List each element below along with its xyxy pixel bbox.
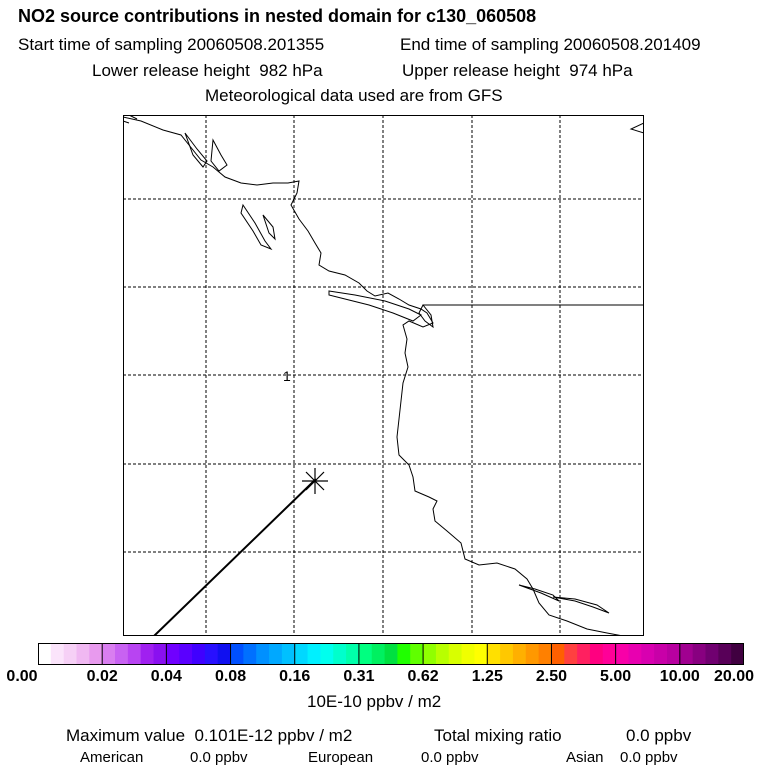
color-scale-tick-label: 0.08 <box>214 668 247 685</box>
color-scale-tick-label: 0.62 <box>407 668 439 685</box>
color-scale-swatch <box>115 643 129 665</box>
color-scale-swatch <box>384 643 399 665</box>
upper-release-height: Upper release height 974 hPa <box>402 61 633 80</box>
color-scale-swatch <box>76 643 90 665</box>
color-scale-swatch <box>500 643 514 665</box>
color-scale-swatch <box>615 643 630 665</box>
color-scale-swatch <box>140 643 155 665</box>
european-label: European <box>308 749 374 766</box>
color-scale-swatch <box>577 643 591 665</box>
color-scale-swatch <box>423 643 437 665</box>
color-scale-tick-label: 10.00 <box>659 668 700 685</box>
color-scale-swatch <box>641 643 655 665</box>
color-scale-swatch <box>410 643 424 665</box>
color-scale-swatch <box>256 643 270 665</box>
color-scale-swatch <box>551 643 565 665</box>
gridlines <box>123 115 644 636</box>
flight-track-line <box>153 478 317 636</box>
color-scale-swatch <box>102 643 116 665</box>
color-scale-bar <box>38 643 744 665</box>
color-scale-swatch <box>487 643 501 665</box>
color-scale-swatch <box>333 643 347 665</box>
color-scale-swatch <box>320 643 334 665</box>
lower-release-height: Lower release height 982 hPa <box>92 61 323 80</box>
color-scale-swatch <box>731 643 744 665</box>
total-mixing-ratio-value: 0.0 ppbv <box>626 726 692 745</box>
color-scale-swatch <box>512 643 527 665</box>
sampling-start-time: Start time of sampling 20060508.201355 <box>18 35 325 54</box>
color-scale-swatch <box>166 643 180 665</box>
american-label: American <box>80 749 144 766</box>
color-scale-swatch <box>38 643 52 665</box>
color-scale-swatch <box>192 643 206 665</box>
color-scale-swatch <box>718 643 732 665</box>
coastline <box>123 115 644 636</box>
color-scale-swatch <box>397 643 411 665</box>
color-scale-swatch <box>217 643 232 665</box>
european-value: 0.0 ppbv <box>421 749 479 766</box>
color-scale-swatch <box>602 643 617 665</box>
color-scale-units: 10E-10 ppbv / m2 <box>307 692 442 711</box>
color-scale-swatch <box>179 643 193 665</box>
color-scale-tick-label: 5.00 <box>600 668 632 685</box>
color-scale-swatch <box>63 643 78 665</box>
maximum-value: Maximum value 0.101E-12 ppbv / m2 <box>66 726 353 745</box>
color-scale-swatch <box>204 643 219 665</box>
color-scale-tick-label: 0.16 <box>279 668 311 685</box>
color-scale-swatch <box>538 643 553 665</box>
color-scale-tick-label: 0.00 <box>6 668 38 685</box>
color-scale-tick-label: 0.04 <box>150 668 182 685</box>
color-scale-swatch <box>346 643 360 665</box>
color-scale-swatch <box>448 643 463 665</box>
asian-value: 0.0 ppbv <box>620 749 678 766</box>
map-panel: 1 <box>123 115 644 636</box>
color-scale-swatch <box>294 643 309 665</box>
color-scale-tick-label: 20.00 <box>713 668 755 685</box>
color-scale-tick-label: 0.02 <box>86 668 118 685</box>
color-scale-swatch <box>654 643 668 665</box>
american-value: 0.0 ppbv <box>190 749 248 766</box>
color-scale-swatch <box>628 643 642 665</box>
color-scale-tick-label: 2.50 <box>535 668 568 685</box>
color-scale-swatch <box>666 643 681 665</box>
color-scale-tick-label: 0.31 <box>343 668 375 685</box>
color-scale-swatch <box>705 643 719 665</box>
color-scale-swatch <box>358 643 373 665</box>
color-scale-swatch <box>564 643 578 665</box>
color-scale-swatch <box>89 643 103 665</box>
color-scale-swatch <box>50 643 65 665</box>
color-scale-swatch <box>589 643 604 665</box>
map-title: NO2 source contributions in nested domai… <box>18 6 537 26</box>
total-mixing-ratio-label: Total mixing ratio <box>434 726 562 745</box>
color-scale-tick-label: 1.25 <box>471 668 503 685</box>
color-scale-swatch <box>525 643 540 665</box>
meteorological-data-note: Meteorological data used are from GFS <box>205 86 503 105</box>
color-scale-swatch <box>679 643 694 665</box>
color-scale-swatch <box>692 643 707 665</box>
color-scale-swatch <box>153 643 167 665</box>
color-scale-swatch <box>474 643 488 665</box>
color-scale-swatch <box>281 643 296 665</box>
color-scale-swatch <box>269 643 283 665</box>
contour-label: 1 <box>283 368 291 384</box>
color-scale-swatch <box>461 643 476 665</box>
color-scale-swatch <box>435 643 450 665</box>
color-scale-swatch <box>243 643 257 665</box>
color-scale-swatch <box>127 643 142 665</box>
asian-label: Asian <box>566 749 604 766</box>
color-scale-border <box>38 643 744 665</box>
release-point-star-icon <box>302 468 328 494</box>
color-scale-swatch <box>371 643 386 665</box>
color-scale-swatch <box>230 643 244 665</box>
color-scale-swatch <box>307 643 321 665</box>
sampling-end-time: End time of sampling 20060508.201409 <box>400 35 701 54</box>
